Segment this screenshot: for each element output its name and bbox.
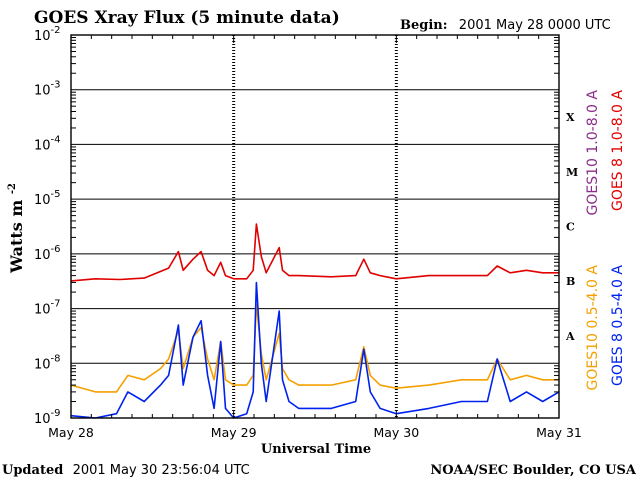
- flare-class-labels: A B C M X: [565, 111, 578, 343]
- legend-entry-2: GOES10 0.5-4.0 A: [585, 265, 601, 391]
- y-tick-base: 10: [34, 193, 51, 208]
- y-tick-label: 10-2: [34, 25, 61, 44]
- y-axis-label-text: Watts m: [7, 200, 26, 274]
- y-tick-label: 10-9: [34, 408, 61, 427]
- y-tick-exponent: -9: [51, 408, 61, 419]
- y-tick-base: 10: [34, 29, 51, 44]
- y-tick-label: 10-8: [34, 353, 61, 372]
- series-line-1: [70, 223, 559, 282]
- y-tick-label: 10-7: [34, 299, 61, 318]
- y-tick-exponent: -2: [51, 25, 61, 36]
- begin-label: Begin:: [400, 18, 448, 33]
- legend-entry-3: GOES 8 0.5-4.0 A: [610, 265, 626, 386]
- begin-value: 2001 May 28 0000 UTC: [459, 18, 611, 33]
- flare-class-label: B: [566, 275, 575, 288]
- flare-class-label: X: [566, 111, 575, 124]
- begin-line: Begin: 2001 May 28 0000 UTC: [400, 17, 611, 33]
- chart-title: GOES Xray Flux (5 minute data): [34, 8, 340, 28]
- y-tick-exponent: -8: [51, 353, 61, 364]
- y-tick-base: 10: [34, 357, 51, 372]
- updated-value: 2001 May 30 23:56:04 UTC: [73, 463, 250, 478]
- y-tick-label: 10-5: [34, 189, 61, 208]
- frame-layer: [70, 34, 560, 419]
- y-tick-base: 10: [34, 84, 51, 99]
- x-tick-label: May 28: [48, 425, 94, 440]
- plot-frame: [70, 34, 560, 419]
- y-axis-label-sup: -2: [7, 183, 18, 194]
- x-tick-label: May 29: [211, 425, 257, 440]
- y-tick-label: 10-4: [34, 134, 61, 153]
- legend: GOES10 1.0-8.0 A GOES 8 1.0-8.0 A GOES10 0…: [585, 90, 626, 391]
- y-tick-base: 10: [34, 248, 51, 263]
- legend-entry-0: GOES10 1.0-8.0 A: [585, 90, 601, 216]
- flare-class-label: A: [565, 330, 575, 343]
- y-tick-exponent: -3: [51, 80, 61, 91]
- x-tick-labels: May 28 May 29 May 30 May 31: [48, 425, 582, 440]
- legend-entry-1: GOES 8 1.0-8.0 A: [610, 90, 626, 211]
- updated-label: Updated: [2, 463, 63, 478]
- y-tick-label: 10-6: [34, 244, 61, 263]
- y-tick-exponent: -5: [51, 189, 61, 200]
- y-tick-exponent: -7: [51, 299, 61, 310]
- x-tick-label: May 30: [373, 425, 419, 440]
- y-tick-exponent: -6: [51, 244, 61, 255]
- y-tick-base: 10: [34, 303, 51, 318]
- credit: NOAA/SEC Boulder, CO USA: [430, 463, 637, 478]
- series-layer: [70, 223, 560, 419]
- series-line-2: [70, 303, 559, 393]
- y-tick-base: 10: [34, 412, 51, 427]
- y-tick-exponent: -4: [51, 134, 61, 145]
- y-tick-labels: 10-910-810-710-610-510-410-310-2: [34, 25, 61, 427]
- y-tick-base: 10: [34, 138, 51, 153]
- x-tick-label: May 31: [536, 425, 582, 440]
- flare-class-label: C: [566, 221, 575, 234]
- flare-class-label: M: [566, 166, 578, 179]
- grid-layer: [71, 35, 559, 418]
- y-tick-label: 10-3: [34, 80, 61, 99]
- y-axis-label: Watts m -2: [7, 183, 26, 274]
- x-axis-label: Universal Time: [261, 442, 371, 457]
- updated-line: Updated 2001 May 30 23:56:04 UTC: [2, 462, 250, 478]
- series-line-3: [70, 281, 560, 419]
